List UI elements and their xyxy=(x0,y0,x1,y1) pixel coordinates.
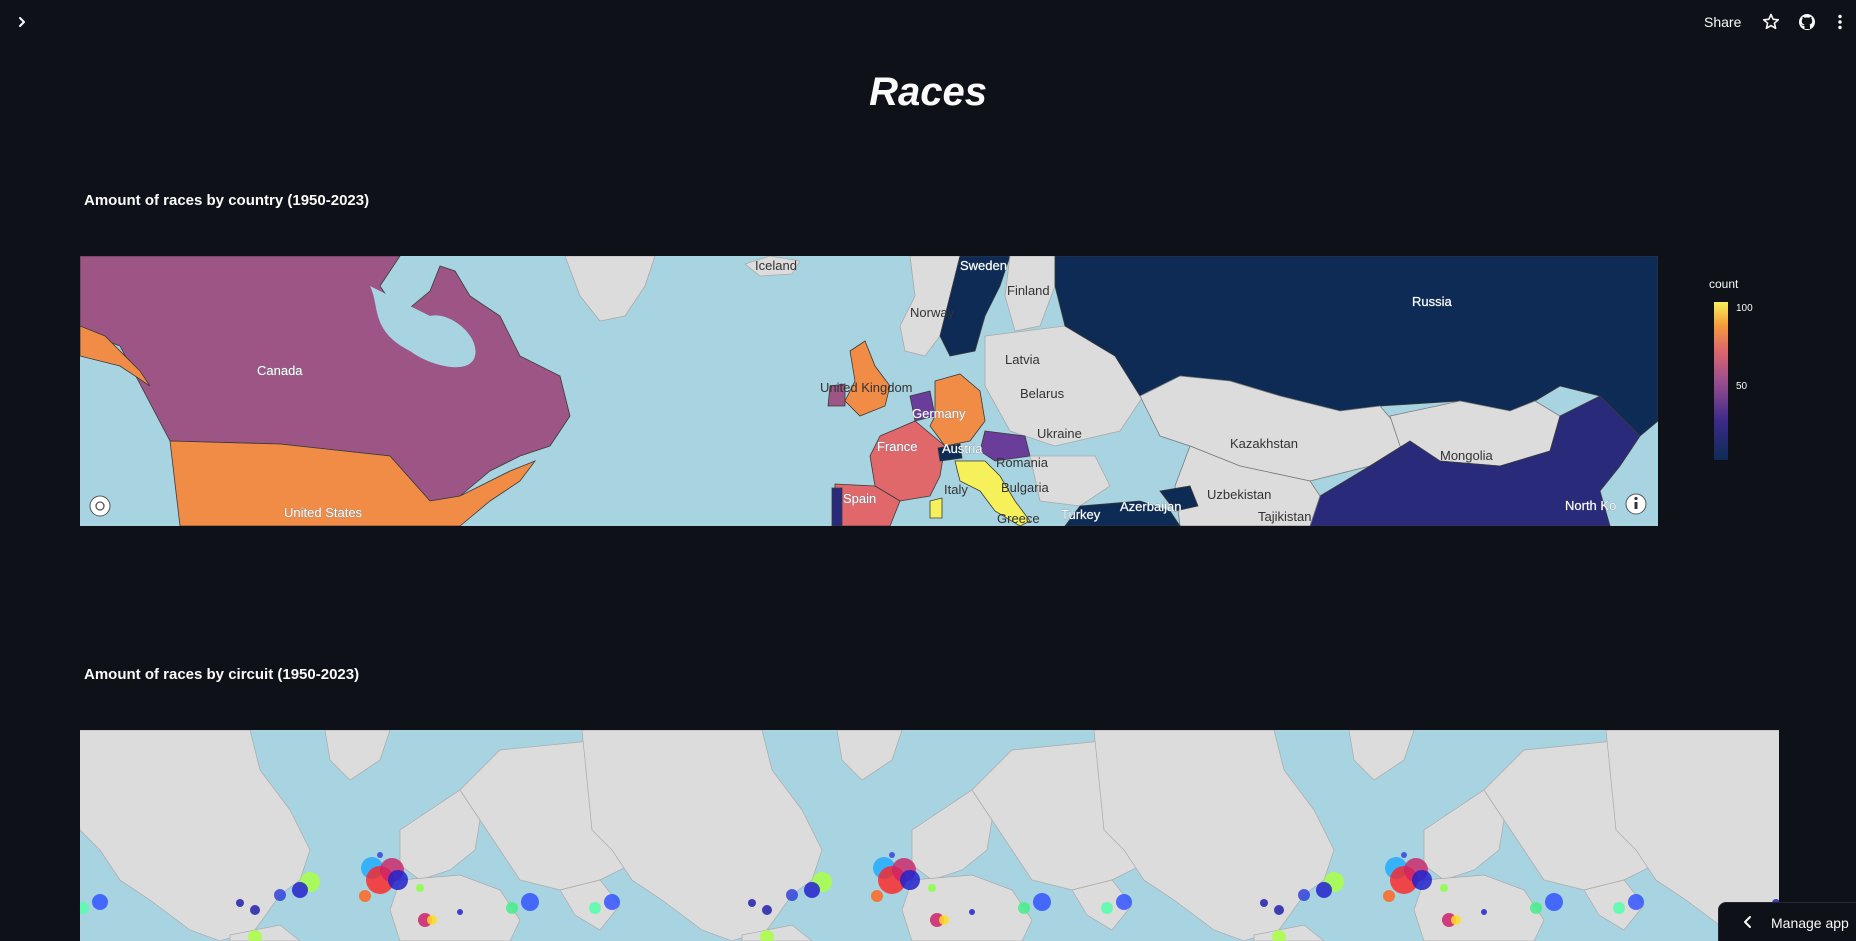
github-icon[interactable] xyxy=(1797,12,1817,32)
label-canada: Canada xyxy=(257,363,303,378)
label-spain: Spain xyxy=(843,491,876,506)
label-kazakhstan: Kazakhstan xyxy=(1230,436,1298,451)
colorbar-title: count xyxy=(1709,277,1739,291)
map-logo-icon[interactable] xyxy=(89,495,111,517)
label-tajikistan: Tajikistan xyxy=(1258,509,1311,524)
country-choropleth-map[interactable]: Iceland Sweden Finland Norway Russia Lat… xyxy=(80,256,1658,526)
section-title-country: Amount of races by country (1950-2023) xyxy=(84,192,370,209)
chevron-right-icon[interactable] xyxy=(12,12,32,32)
label-greece: Greece xyxy=(997,511,1040,526)
section-title-circuit: Amount of races by circuit (1950-2023) xyxy=(84,666,360,683)
colorbar xyxy=(1714,302,1728,460)
manage-app-label: Manage app xyxy=(1771,915,1849,931)
share-button[interactable]: Share xyxy=(1704,14,1742,30)
label-ukraine: Ukraine xyxy=(1037,426,1082,441)
label-russia: Russia xyxy=(1412,294,1453,309)
label-belarus: Belarus xyxy=(1020,386,1065,401)
star-icon[interactable] xyxy=(1761,12,1781,32)
label-germany: Germany xyxy=(912,406,966,421)
label-iceland: Iceland xyxy=(755,258,797,273)
more-vert-icon[interactable] xyxy=(1830,12,1850,32)
header-toolbar: Share xyxy=(0,0,1856,44)
label-turkey: Turkey xyxy=(1061,507,1101,522)
page-title: Races xyxy=(869,70,987,114)
label-sweden: Sweden xyxy=(960,258,1007,273)
colorbar-tick-100: 100 xyxy=(1736,303,1753,314)
manage-app-button[interactable]: Manage app xyxy=(1718,902,1856,941)
label-bulgaria: Bulgaria xyxy=(1001,480,1049,495)
label-finland: Finland xyxy=(1007,283,1050,298)
label-austria: Austria xyxy=(942,441,983,456)
circuit-scatter-map[interactable] xyxy=(80,730,1779,941)
label-latvia: Latvia xyxy=(1005,352,1040,367)
label-italy: Italy xyxy=(944,482,968,497)
label-uk: United Kingdom xyxy=(820,380,913,395)
label-norway: Norway xyxy=(910,305,955,320)
chevron-left-icon xyxy=(1744,916,1751,928)
label-uzbekistan: Uzbekistan xyxy=(1207,487,1271,502)
info-icon[interactable] xyxy=(1625,493,1647,515)
label-romania: Romania xyxy=(996,455,1049,470)
label-france: France xyxy=(877,439,917,454)
label-azerbaijan: Azerbaijan xyxy=(1120,499,1181,514)
label-north-korea: North Ko xyxy=(1565,498,1616,513)
label-us: United States xyxy=(284,505,363,520)
colorbar-tick-50: 50 xyxy=(1736,381,1748,392)
label-mongolia: Mongolia xyxy=(1440,448,1494,463)
